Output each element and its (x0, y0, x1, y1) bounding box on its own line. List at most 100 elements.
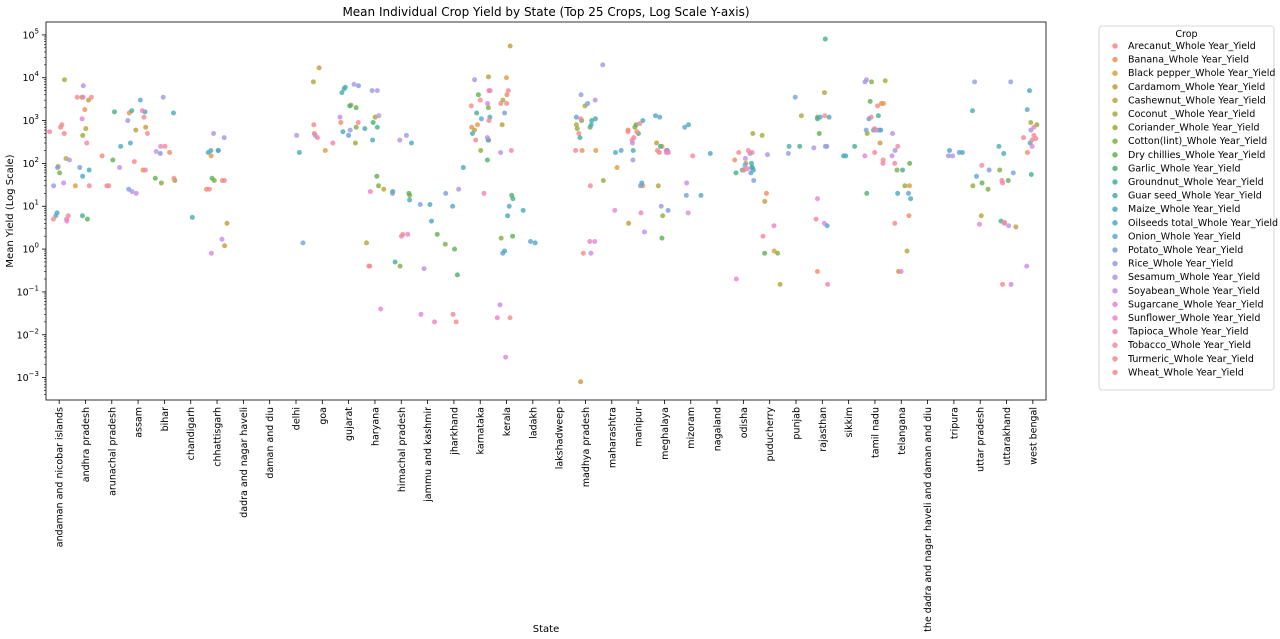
data-point (50, 216, 56, 222)
data-point (683, 192, 689, 198)
data-point (125, 118, 131, 124)
legend-marker (1112, 328, 1118, 335)
data-point (869, 79, 875, 85)
legend-label: Cardamom_Whole Year_Yield (1128, 82, 1265, 93)
data-point (499, 122, 505, 128)
data-point (1001, 220, 1007, 226)
data-point (403, 132, 409, 138)
data-point (1005, 177, 1011, 183)
data-point (498, 149, 504, 155)
data-point (657, 143, 663, 149)
data-point (863, 127, 869, 133)
data-point (61, 77, 67, 83)
data-point (117, 165, 123, 171)
data-point (208, 148, 214, 154)
data-point (504, 92, 510, 98)
data-point (77, 165, 83, 171)
data-point (825, 281, 831, 287)
data-point (86, 183, 92, 189)
data-point (637, 183, 643, 189)
data-point (867, 98, 873, 104)
data-point (1029, 137, 1035, 143)
data-point (578, 92, 584, 98)
x-tick-label: himachal pradesh (397, 407, 408, 492)
data-point (1031, 132, 1037, 138)
data-point (663, 149, 669, 155)
data-point (996, 143, 1002, 149)
data-point (625, 129, 631, 135)
data-point (312, 132, 318, 138)
x-tick-label: karnataka (476, 407, 487, 454)
data-point (378, 306, 384, 312)
data-point (814, 196, 820, 202)
legend-item: Coriander_Whole Year_Yield (1112, 123, 1260, 134)
data-point (630, 148, 636, 154)
data-point (362, 126, 368, 132)
data-point (732, 157, 738, 163)
data-point (1008, 79, 1014, 85)
x-tick-label: uttar pradesh (976, 407, 987, 472)
legend-item: Soyabean_Whole Year_Yield (1112, 286, 1260, 297)
x-axis-label: State (533, 624, 559, 635)
data-point (392, 259, 398, 265)
x-tick-label: west bengal (1028, 407, 1039, 465)
legend-item: Tapioca_Whole Year_Yield (1112, 327, 1249, 338)
data-point (506, 203, 512, 209)
data-point (592, 239, 598, 245)
data-point (638, 210, 644, 216)
legend-item: Dry chillies_Whole Year_Yield (1112, 150, 1265, 161)
data-point (427, 201, 433, 207)
data-point (578, 379, 584, 385)
data-point (822, 143, 828, 149)
x-tick-label: goa (318, 407, 329, 425)
data-point (152, 175, 158, 181)
data-point (822, 113, 828, 119)
x-tick-label: lakshadweep (555, 407, 566, 469)
data-point (578, 116, 584, 122)
data-point (381, 186, 387, 192)
data-point (355, 120, 361, 126)
data-point (484, 135, 490, 141)
data-point (872, 149, 878, 155)
data-point (300, 240, 306, 246)
data-point (454, 272, 460, 278)
data-point (224, 220, 230, 226)
legend-label: Guar seed_Whole Year_Yield (1128, 191, 1262, 202)
data-point (504, 101, 510, 107)
data-point (352, 140, 358, 146)
legend-item: Cashewnut_Whole Year_Yield (1112, 95, 1266, 106)
data-point (588, 250, 594, 256)
data-point (485, 105, 491, 111)
legend-marker (1112, 84, 1118, 90)
data-point (55, 165, 61, 171)
data-point (895, 190, 901, 196)
data-point (486, 118, 492, 124)
data-point (1024, 263, 1030, 269)
data-point (654, 140, 660, 146)
data-point (80, 94, 86, 100)
legend-marker (1112, 369, 1118, 376)
data-point (576, 130, 582, 136)
data-point (364, 240, 370, 246)
data-point (1029, 143, 1035, 149)
data-point (367, 189, 373, 195)
data-point (127, 140, 133, 146)
legend-label: Oilseeds total_Whole Year_Yield (1128, 218, 1278, 229)
data-point (432, 319, 438, 325)
y-tick-label: 100 (22, 242, 39, 256)
legend-label: Sugarcane_Whole Year_Yield (1128, 299, 1263, 310)
data-point (209, 175, 215, 181)
data-point (142, 167, 148, 173)
data-point (133, 127, 139, 133)
data-point (742, 156, 748, 162)
data-point (1027, 88, 1033, 94)
data-point (167, 149, 173, 155)
data-point (61, 180, 67, 186)
data-point (771, 223, 777, 229)
legend-item: Onion_Whole Year_Yield (1112, 231, 1241, 242)
data-point (898, 268, 904, 274)
chart-title: Mean Individual Crop Yield by State (Top… (342, 5, 749, 19)
data-point (797, 143, 803, 149)
data-point (580, 250, 586, 256)
data-point (65, 213, 71, 219)
